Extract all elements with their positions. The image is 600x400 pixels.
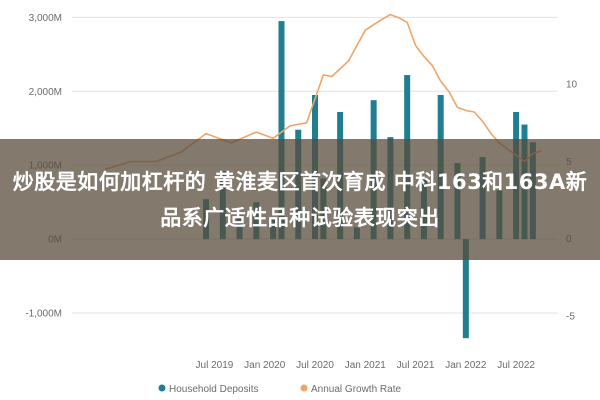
y-right-tick-label: 10	[566, 80, 578, 91]
legend-marker-household-deposits	[158, 384, 166, 392]
x-tick-label: Jan 2020	[244, 360, 286, 371]
legend-label-annual-growth-rate: Annual Growth Rate	[311, 384, 401, 395]
legend: Household Deposits Annual Growth Rate	[158, 384, 401, 395]
y-left-tick-label: -1,000M	[25, 309, 62, 320]
headline-banner: 炒股是如何加杠杆的 黄淮麦区首次育成 中科163和163A新品系广适性品种试验表…	[0, 139, 600, 260]
x-tick-label: Jul 2021	[397, 360, 435, 371]
growth-line-path	[105, 13, 542, 170]
y-right-tick-label: -5	[566, 312, 575, 323]
x-axis: Jul 2019 Jan 2020 Jul 2020 Jan 2021 Jul 2021…	[196, 360, 536, 371]
y-left-tick-label: 3,000M	[29, 13, 62, 24]
legend-marker-annual-growth-rate	[300, 384, 308, 392]
legend-label-household-deposits: Household Deposits	[169, 384, 259, 395]
deposit-bar	[462, 239, 469, 339]
x-tick-label: Jul 2022	[497, 360, 535, 371]
growth-line	[105, 13, 542, 170]
y-left-tick-label: 2,000M	[29, 87, 62, 98]
x-tick-label: Jan 2021	[345, 360, 387, 371]
x-tick-label: Jan 2022	[445, 360, 487, 371]
x-tick-label: Jul 2019	[196, 360, 234, 371]
deposit-bar	[278, 21, 285, 240]
x-tick-label: Jul 2020	[296, 360, 334, 371]
headline-text: 炒股是如何加杠杆的 黄淮麦区首次育成 中科163和163A新品系广适性品种试验表…	[12, 169, 588, 230]
